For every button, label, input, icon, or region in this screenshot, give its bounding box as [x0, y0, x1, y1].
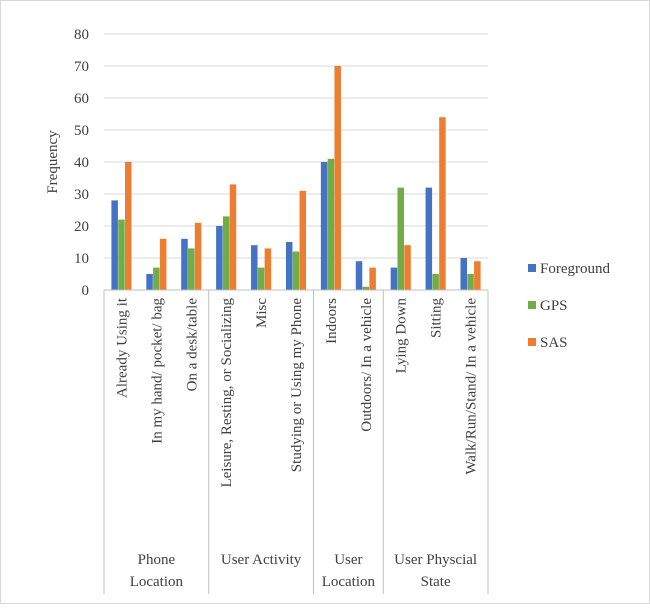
bar-gps-7	[362, 286, 370, 290]
legend-swatch-sas	[528, 338, 536, 346]
bar-sas-9	[439, 117, 446, 290]
bar-gps-10	[467, 274, 474, 290]
bar-sas-4	[264, 248, 272, 290]
bar-sas-3	[229, 184, 237, 290]
y-tick-label: 70	[74, 59, 89, 75]
x-category-label: Leisure, Resting, or Socializing	[219, 298, 235, 488]
bar-gps-8	[397, 187, 404, 290]
bar-gps-5	[292, 251, 300, 290]
x-category-label: Misc	[254, 298, 270, 328]
bar-sas-2	[194, 222, 202, 290]
x-category-label: Walk/Run/Stand/ In a vehicle	[464, 298, 480, 475]
bar-foreground-2	[181, 238, 188, 290]
y-tick-label: 0	[82, 283, 90, 299]
y-tick-label: 30	[74, 187, 89, 203]
bar-foreground-1	[146, 274, 153, 290]
legend-swatch-foreground	[528, 264, 536, 272]
bar-foreground-4	[251, 245, 258, 290]
bar-gps-0	[118, 219, 125, 290]
group-label: Phone	[138, 552, 176, 568]
bar-foreground-8	[390, 267, 398, 290]
bar-sas-10	[474, 261, 481, 290]
x-category-label: Indoors	[324, 298, 340, 344]
bar-gps-4	[257, 267, 265, 290]
y-tick-label: 80	[74, 27, 89, 43]
group-label: User Activity	[221, 552, 302, 568]
bar-foreground-7	[355, 261, 363, 290]
bar-sas-7	[369, 267, 376, 290]
y-tick-label: 50	[74, 123, 89, 139]
bar-gps-1	[153, 267, 160, 290]
x-category-label: Studying or Using my Phone	[289, 298, 305, 473]
group-label: Location	[130, 574, 184, 590]
bar-sas-5	[299, 190, 307, 290]
bar-foreground-10	[460, 258, 467, 290]
x-category-label: Sitting	[429, 298, 445, 339]
bar-foreground-6	[320, 162, 328, 290]
x-category-label: Lying Down	[394, 298, 410, 374]
bar-sas-1	[159, 238, 167, 290]
group-label: User Physcial	[394, 552, 477, 568]
legend-swatch-gps	[528, 301, 536, 309]
y-tick-label: 40	[74, 155, 89, 171]
group-label: Location	[322, 574, 376, 590]
bar-gps-9	[432, 274, 439, 290]
x-category-label: On a desk/table	[184, 298, 200, 392]
group-label: User	[334, 552, 362, 568]
y-tick-label: 60	[74, 91, 89, 107]
legend: Foreground GPS SAS	[528, 261, 610, 351]
y-tick-label: 10	[74, 251, 89, 267]
x-category-label: Outdoors/ In a vehicle	[359, 298, 375, 432]
legend-label-gps: GPS	[540, 298, 568, 314]
bar-sas-0	[125, 162, 132, 290]
y-axis-title: Frequency	[45, 130, 61, 194]
bars	[111, 66, 481, 290]
bar-sas-8	[404, 245, 411, 290]
bar-foreground-0	[111, 200, 118, 290]
bar-sas-6	[334, 66, 341, 290]
bar-foreground-9	[425, 187, 433, 290]
legend-label-sas: SAS	[540, 335, 568, 351]
x-category-label: Already Using it	[114, 297, 130, 398]
bar-gps-3	[222, 216, 230, 290]
bar-foreground-3	[216, 226, 223, 290]
gridlines	[104, 33, 488, 259]
x-category-label: In my hand/ pocket/ bag	[149, 298, 165, 444]
group-label: State	[421, 574, 451, 590]
bar-gps-6	[327, 158, 335, 290]
legend-label-foreground: Foreground	[540, 261, 610, 277]
y-tick-label: 20	[74, 219, 89, 235]
bar-gps-2	[188, 248, 195, 290]
bar-foreground-5	[285, 242, 293, 290]
axes: 0 10 20 30 40 50 60 70 80 Already Using it In my h…	[74, 27, 489, 594]
